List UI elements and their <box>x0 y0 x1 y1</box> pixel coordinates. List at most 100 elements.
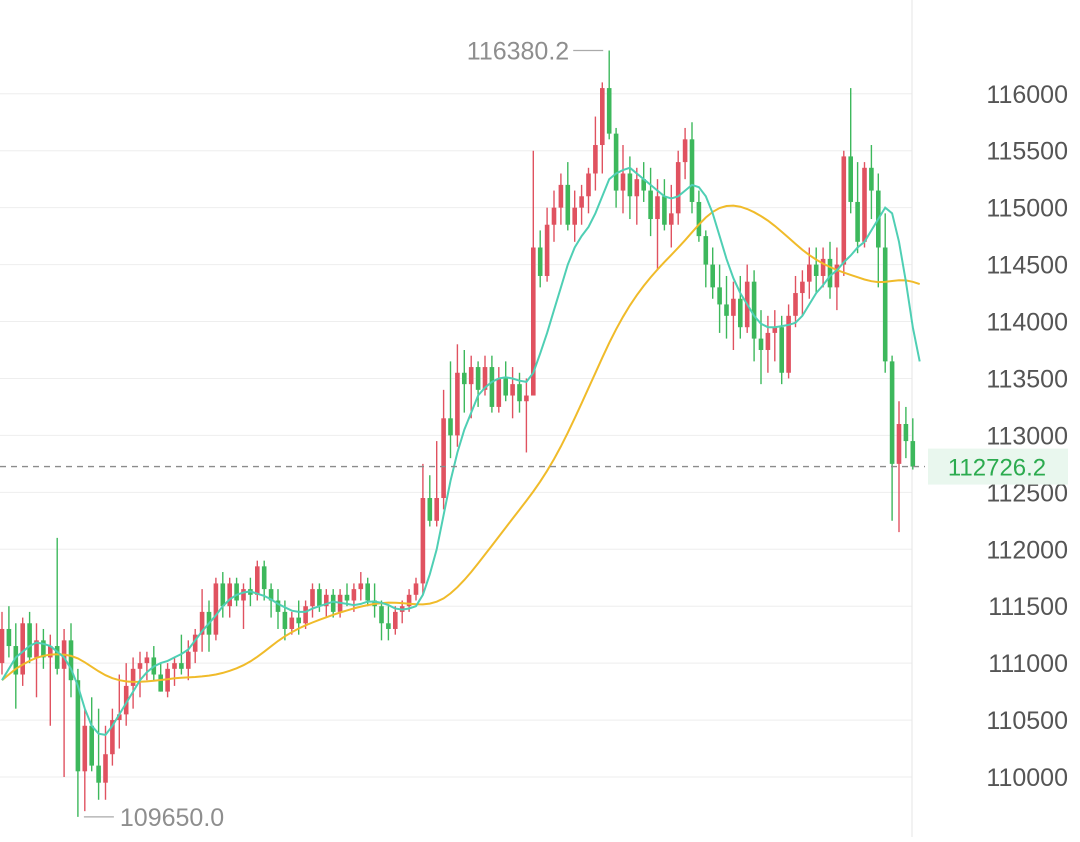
candle-body <box>448 418 453 436</box>
candle <box>689 122 695 214</box>
candle <box>137 651 143 698</box>
y-tick-label: 114000 <box>986 309 1068 337</box>
candle <box>441 389 446 510</box>
candle-body <box>434 498 439 521</box>
candle-body <box>406 594 412 607</box>
candle <box>648 167 653 237</box>
candle-body <box>275 600 281 612</box>
candle-body <box>779 327 784 373</box>
candle <box>213 577 219 641</box>
candle-body <box>441 418 446 499</box>
candle-body <box>386 623 391 629</box>
candle-body <box>903 424 909 442</box>
candle <box>565 162 571 231</box>
candle-body <box>20 623 25 675</box>
candle <box>696 190 702 242</box>
candle-body <box>144 657 150 664</box>
candle <box>192 628 198 664</box>
y-tick-label: 111500 <box>988 593 1068 621</box>
candle <box>496 367 502 413</box>
candle <box>48 634 53 726</box>
candle-body <box>317 589 322 607</box>
candle <box>455 344 460 447</box>
candle-body <box>731 298 736 316</box>
candle-body <box>365 583 370 601</box>
ma-fast-line <box>1 166 921 736</box>
candle-body <box>807 264 812 282</box>
candle-body <box>579 196 584 208</box>
candle-body <box>496 378 502 407</box>
candle-body <box>6 628 12 647</box>
candle-body <box>192 634 198 652</box>
candle-body <box>682 139 688 163</box>
candle-body <box>675 162 681 214</box>
candle <box>489 355 495 413</box>
candle-body <box>813 264 819 276</box>
candle-body <box>0 628 5 664</box>
candle-body <box>123 685 129 715</box>
candle-body <box>544 224 550 276</box>
candle <box>593 116 598 191</box>
candle <box>834 247 840 311</box>
candle-body <box>393 611 398 629</box>
candle <box>123 663 129 726</box>
candle <box>96 708 101 800</box>
candle <box>869 145 874 220</box>
candle-body <box>199 611 205 635</box>
candle-body <box>524 395 529 402</box>
candle-body <box>827 258 833 288</box>
candle-body <box>358 583 364 590</box>
candle-body <box>268 589 274 601</box>
candle-body <box>896 424 902 464</box>
candle <box>903 406 909 459</box>
y-tick-label: 113000 <box>986 422 1068 450</box>
candle <box>448 361 453 459</box>
candle <box>882 213 888 373</box>
candle-body <box>82 725 88 772</box>
candle <box>779 315 784 385</box>
candle-body <box>586 173 591 197</box>
y-tick-label: 110500 <box>986 707 1068 735</box>
candle <box>682 127 688 180</box>
candle-body <box>758 338 764 350</box>
candle-body <box>738 298 743 328</box>
candle <box>827 241 833 299</box>
candle <box>510 367 515 419</box>
candle-body <box>89 725 94 766</box>
candle-body <box>289 617 295 629</box>
candle-body <box>517 384 522 402</box>
candle-body <box>627 173 633 197</box>
candle-body <box>241 589 246 601</box>
candle <box>641 162 646 202</box>
candle <box>724 275 729 339</box>
candle <box>330 589 336 618</box>
candle <box>889 355 895 521</box>
candle-body <box>48 646 53 658</box>
candle <box>172 657 177 686</box>
candle <box>427 475 433 527</box>
candle-body <box>220 583 226 607</box>
candle <box>6 606 12 658</box>
candle <box>475 361 481 407</box>
candle-body <box>344 594 350 601</box>
candle-body <box>13 646 19 675</box>
y-tick-label: 113500 <box>986 365 1068 393</box>
candle <box>41 628 46 669</box>
candle <box>358 572 364 601</box>
candle <box>848 88 853 214</box>
candle-body <box>186 651 191 669</box>
candle-body <box>110 720 115 755</box>
candle-body <box>234 583 239 601</box>
candle-body <box>910 441 916 467</box>
candle <box>524 378 529 453</box>
candle <box>600 82 605 174</box>
candle-body <box>96 765 101 783</box>
candle-body <box>882 247 888 362</box>
candle <box>738 275 743 339</box>
candle <box>579 184 584 225</box>
candle-body <box>558 184 564 208</box>
candle <box>572 190 577 242</box>
candle-body <box>68 640 74 681</box>
candle-body <box>834 264 840 288</box>
candle-body <box>510 384 515 396</box>
